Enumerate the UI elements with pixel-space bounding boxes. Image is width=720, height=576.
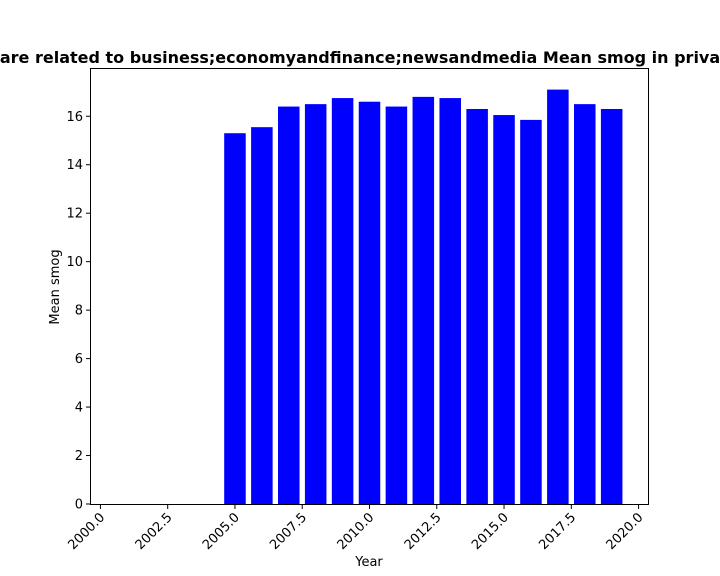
x-tick-label: 2010.0 [335,510,378,553]
bar-2007 [278,106,300,504]
x-tick-label: 2012.5 [402,510,445,553]
bar-2019 [600,108,623,504]
y-tick-label: 0 [75,498,83,513]
bar-2010 [358,101,381,504]
y-tick-label: 2 [75,449,83,464]
bar-2005 [224,133,246,504]
y-axis-label: Mean smog [48,249,63,324]
x-tick-label: 2005.0 [200,510,243,553]
bar-2017 [547,89,569,505]
y-tick-label: 16 [66,110,83,125]
bar-2009 [331,98,354,504]
y-tick-label: 14 [66,158,83,173]
bar-2008 [304,104,327,504]
y-tick-label: 12 [66,207,83,222]
chart-title: are related to business;economyandfinanc… [0,48,720,67]
bar-2014 [466,108,488,504]
x-tick-label: 2017.5 [536,510,579,553]
bar-2018 [574,104,596,504]
bar-2012 [412,96,435,504]
y-tick-label: 4 [75,401,83,416]
x-axis-label: Year [354,555,383,570]
bar-2013 [439,98,461,504]
x-axis-ticks: 2000.0 2002.5 2005.0 2007.5 2010.0 2012.5 2015… [65,504,646,553]
bar-2011 [385,106,408,504]
x-tick-label: 2002.5 [133,510,176,553]
bar-2015 [493,115,515,505]
bar-2016 [520,119,542,505]
x-tick-label: 2007.5 [267,510,310,553]
y-axis-ticks: 0 2 4 6 8 10 12 14 16 [66,110,91,513]
bars-group [224,89,623,505]
y-tick-label: 6 [75,352,83,367]
y-tick-label: 8 [75,304,83,319]
x-tick-label: 2020.0 [604,510,647,553]
y-tick-label: 10 [66,255,83,270]
x-tick-label: 2000.0 [65,510,108,553]
x-tick-label: 2015.0 [469,510,512,553]
bar-2006 [251,127,273,504]
